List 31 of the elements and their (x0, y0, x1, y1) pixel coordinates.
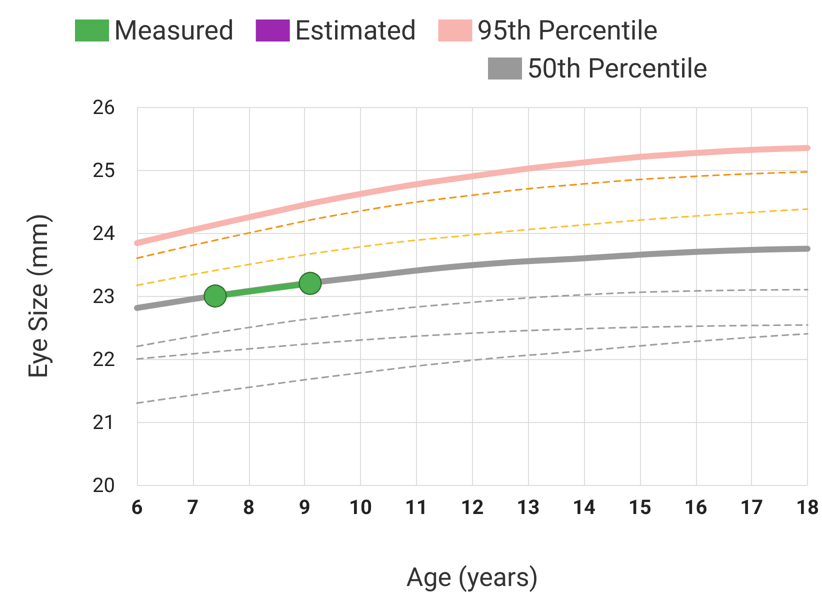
y-tick-label: 21 (92, 410, 115, 434)
legend-label: 50th Percentile (527, 52, 708, 84)
legend-label: 95th Percentile (477, 14, 658, 46)
line-series (136, 333, 808, 404)
line-series (136, 324, 808, 360)
y-tick-label: 22 (92, 347, 115, 371)
x-tick-label: 13 (516, 495, 540, 519)
y-tick-label: 25 (92, 158, 115, 182)
x-tick-label: 15 (628, 495, 652, 519)
line-series (136, 171, 808, 259)
legend-label: Measured (114, 14, 234, 46)
x-tick-label: 10 (349, 495, 372, 519)
x-tick-label: 18 (796, 495, 819, 519)
x-tick-label: 7 (187, 495, 199, 519)
x-axis-title: Age (years) (406, 563, 538, 593)
legend-label: Estimated (294, 14, 416, 46)
y-axis-title: Eye Size (mm) (24, 213, 54, 379)
x-tick-label: 6 (131, 495, 143, 519)
x-tick-label: 11 (404, 495, 428, 519)
y-tick-label: 26 (92, 95, 115, 119)
x-tick-label: 8 (243, 495, 254, 519)
y-tick-label: 20 (92, 473, 115, 497)
x-tick-label: 14 (572, 495, 596, 519)
x-tick-label: 17 (740, 495, 764, 519)
x-tick-label: 12 (460, 495, 484, 519)
y-tick-label: 23 (92, 284, 115, 308)
x-tick-label: 16 (684, 495, 708, 519)
line-series (136, 208, 808, 286)
x-tick-label: 9 (298, 495, 310, 519)
line-series (136, 288, 808, 348)
y-tick-label: 24 (92, 221, 115, 245)
